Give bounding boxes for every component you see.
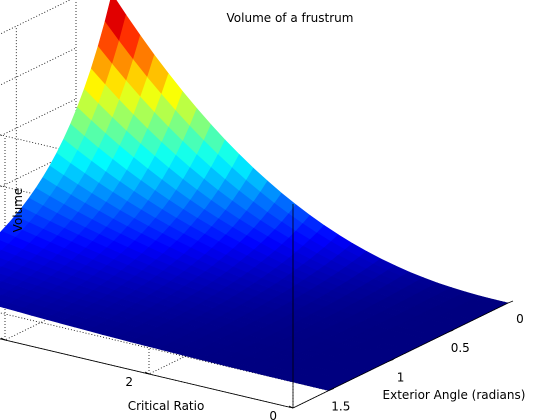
z-axis-label: Volume bbox=[11, 188, 25, 233]
x-axis-label: Exterior Angle (radians) bbox=[383, 388, 526, 402]
x-tick-label: 1 bbox=[397, 370, 405, 384]
x-tick bbox=[507, 300, 514, 304]
y-axis-label: Critical Ratio bbox=[128, 399, 205, 413]
y-tick-label: 0 bbox=[269, 409, 277, 420]
chart-title: Volume of a frustrum bbox=[227, 11, 354, 25]
y-tick-label: 2 bbox=[125, 375, 133, 389]
grid-line bbox=[0, 0, 71, 35]
y-tick bbox=[144, 371, 150, 375]
x-tick bbox=[328, 388, 334, 391]
axes-layer: 01000200030004000024600.511.5 bbox=[0, 204, 524, 420]
x-tick bbox=[448, 329, 454, 333]
y-tick bbox=[0, 337, 6, 341]
x-tick-label: 1.5 bbox=[331, 400, 350, 414]
x-tick-label: 0.5 bbox=[451, 341, 470, 355]
y-axis-line bbox=[0, 338, 294, 409]
x-tick-label: 0 bbox=[516, 312, 524, 326]
x-tick bbox=[388, 358, 394, 362]
y-tick bbox=[288, 405, 294, 409]
surface-layer bbox=[0, 0, 509, 391]
